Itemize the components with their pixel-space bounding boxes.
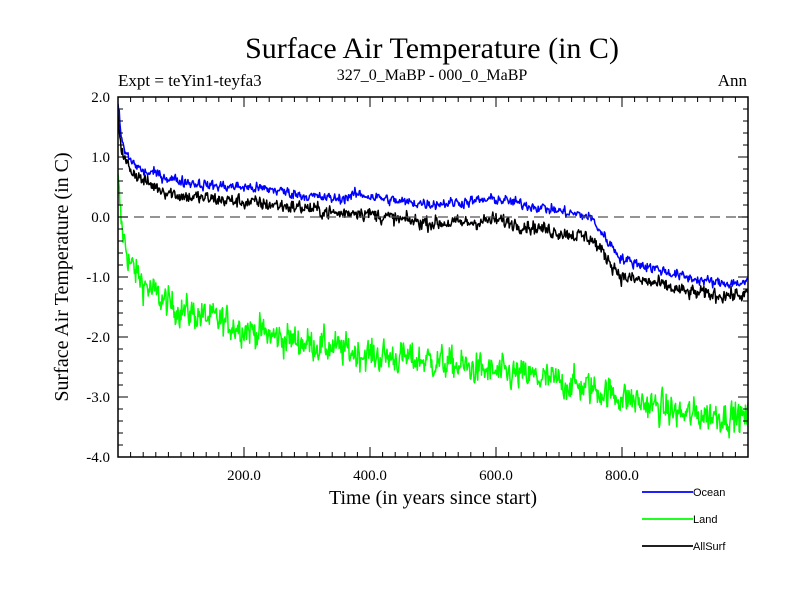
series-line-ocean: [118, 103, 748, 289]
y-axis-label: Surface Air Temperature (in C): [51, 152, 73, 401]
series-layer: [118, 103, 748, 439]
y-tick-label: 1.0: [91, 150, 110, 166]
series-line-land: [118, 173, 748, 439]
y-tick-label: 2.0: [91, 90, 110, 106]
series-line-allsurf: [118, 112, 748, 304]
legend-label-ocean: Ocean: [693, 487, 725, 499]
plot-frame: [117, 96, 749, 458]
y-tick-label: -4.0: [86, 450, 110, 466]
x-axis-label: Time (in years since start): [329, 487, 537, 509]
chart-subtitle-right: Ann: [718, 71, 748, 90]
y-tick-label: -1.0: [86, 270, 110, 286]
y-tick-label: -3.0: [86, 390, 110, 406]
x-tick-label: 200.0: [227, 468, 261, 484]
x-tick-label: 400.0: [353, 468, 387, 484]
y-tick-label: 0.0: [91, 210, 110, 226]
axis-ticks: [118, 96, 748, 458]
y-tick-label: -2.0: [86, 330, 110, 346]
chart-subtitle-center: 327_0_MaBP - 000_0_MaBP: [337, 67, 528, 84]
legend: Ocean Land AllSurf: [642, 487, 726, 553]
chart-subtitle-left: Expt = teYin1-teyfa3: [118, 71, 262, 90]
x-tick-labels: 200.0 400.0 600.0 800.0: [227, 468, 639, 484]
y-tick-labels: -4.0 -3.0 -2.0 -1.0 0.0 1.0 2.0: [86, 90, 110, 466]
legend-label-allsurf: AllSurf: [693, 541, 726, 553]
legend-label-land: Land: [693, 514, 717, 526]
x-tick-label: 800.0: [605, 468, 639, 484]
x-tick-label: 600.0: [479, 468, 513, 484]
chart-title: Surface Air Temperature (in C): [245, 32, 619, 65]
